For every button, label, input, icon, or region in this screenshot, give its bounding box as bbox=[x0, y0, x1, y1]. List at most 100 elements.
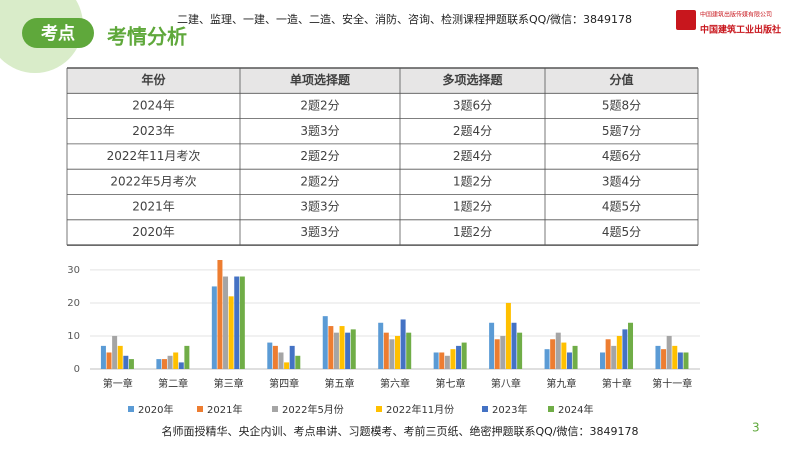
bar bbox=[395, 335, 400, 369]
bar bbox=[267, 342, 273, 369]
logo-top: 中国建筑出版传媒有限公司 bbox=[700, 11, 772, 19]
table-cell: 3题4分 bbox=[602, 174, 641, 188]
bar bbox=[616, 335, 622, 369]
x-tick-label: 第十章 bbox=[602, 377, 632, 390]
bar bbox=[406, 332, 412, 369]
bar bbox=[328, 326, 334, 369]
table-cell: 2题2分 bbox=[300, 98, 339, 112]
table-cell: 1题2分 bbox=[453, 174, 492, 188]
bar bbox=[228, 296, 234, 369]
bar bbox=[239, 276, 245, 369]
x-tick-label: 第二章 bbox=[158, 377, 188, 390]
bar bbox=[494, 339, 500, 369]
table-cell: 3题3分 bbox=[300, 200, 339, 214]
legend-label: 2022年5月份 bbox=[282, 403, 344, 416]
table-cell: 2题4分 bbox=[453, 149, 492, 163]
bar bbox=[572, 345, 578, 369]
legend-swatch bbox=[128, 406, 134, 412]
legend-swatch bbox=[272, 406, 278, 412]
bar bbox=[622, 329, 628, 369]
y-tick-label: 30 bbox=[67, 265, 80, 276]
bar bbox=[661, 349, 667, 369]
bar bbox=[605, 339, 611, 369]
bar bbox=[517, 332, 523, 369]
bar bbox=[489, 322, 495, 369]
bar bbox=[677, 352, 683, 369]
x-tick-label: 第七章 bbox=[435, 377, 465, 390]
legend-label: 2023年 bbox=[492, 403, 527, 416]
table-cell: 4题6分 bbox=[602, 149, 641, 163]
bar bbox=[505, 302, 511, 369]
table-cell: 1题2分 bbox=[453, 225, 492, 239]
bar bbox=[278, 352, 284, 369]
table-cell: 4题5分 bbox=[602, 200, 641, 214]
bar bbox=[500, 335, 506, 369]
table-cell: 2024年 bbox=[132, 98, 175, 112]
table-cell: 4题5分 bbox=[602, 225, 641, 239]
bar bbox=[167, 355, 173, 369]
bar bbox=[322, 316, 328, 369]
bar bbox=[389, 339, 395, 369]
bar bbox=[439, 352, 445, 369]
bar bbox=[683, 352, 689, 369]
bar bbox=[289, 345, 295, 369]
table-cell: 2022年5月考次 bbox=[110, 174, 196, 188]
logo-bottom: 中国建筑工业出版社 bbox=[700, 24, 781, 36]
table-cell: 3题6分 bbox=[453, 98, 492, 112]
bar bbox=[672, 345, 678, 369]
bar bbox=[211, 286, 217, 369]
table-cell: 1题2分 bbox=[453, 200, 492, 214]
bar bbox=[544, 349, 550, 369]
table-header: 单项选择题 bbox=[290, 72, 351, 87]
bar bbox=[655, 345, 661, 369]
bar bbox=[628, 322, 634, 369]
bar bbox=[333, 332, 339, 369]
bar bbox=[223, 276, 229, 369]
bar bbox=[378, 322, 384, 369]
bar bbox=[461, 342, 467, 369]
table-cell: 2题2分 bbox=[300, 149, 339, 163]
page-number: 3 bbox=[752, 421, 760, 435]
table-header-bg bbox=[67, 68, 698, 94]
logo-icon bbox=[676, 10, 696, 30]
y-tick-label: 20 bbox=[67, 298, 80, 309]
bar bbox=[178, 362, 184, 369]
badge-pill bbox=[22, 18, 94, 48]
table-cell: 3题3分 bbox=[300, 225, 339, 239]
bar bbox=[106, 352, 112, 369]
bar bbox=[295, 355, 301, 369]
bar bbox=[600, 352, 606, 369]
bar bbox=[433, 352, 439, 369]
bar bbox=[444, 355, 450, 369]
bar bbox=[566, 352, 572, 369]
bar bbox=[550, 339, 556, 369]
bar bbox=[456, 345, 462, 369]
bar bbox=[156, 359, 162, 369]
legend-label: 2020年 bbox=[138, 403, 173, 416]
table-cell: 2题4分 bbox=[453, 124, 492, 138]
legend-swatch bbox=[548, 406, 554, 412]
x-tick-label: 第八章 bbox=[491, 377, 521, 390]
x-tick-label: 第三章 bbox=[214, 377, 244, 390]
table-cell: 5题8分 bbox=[602, 98, 641, 112]
bar bbox=[284, 362, 290, 369]
table-cell: 2023年 bbox=[132, 124, 175, 138]
legend-swatch bbox=[197, 406, 203, 412]
bar bbox=[117, 345, 123, 369]
bar bbox=[339, 326, 345, 369]
table-cell: 2020年 bbox=[132, 225, 175, 239]
bar bbox=[350, 329, 356, 369]
x-tick-label: 第一章 bbox=[103, 377, 133, 390]
legend-label: 2024年 bbox=[558, 403, 593, 416]
bar bbox=[555, 332, 561, 369]
bar bbox=[345, 332, 351, 369]
x-tick-label: 第五章 bbox=[325, 377, 355, 390]
bar bbox=[272, 345, 278, 369]
bar bbox=[666, 335, 672, 369]
bar bbox=[450, 349, 456, 369]
bar bbox=[112, 335, 118, 369]
legend-swatch bbox=[482, 406, 488, 412]
bar bbox=[173, 352, 179, 369]
